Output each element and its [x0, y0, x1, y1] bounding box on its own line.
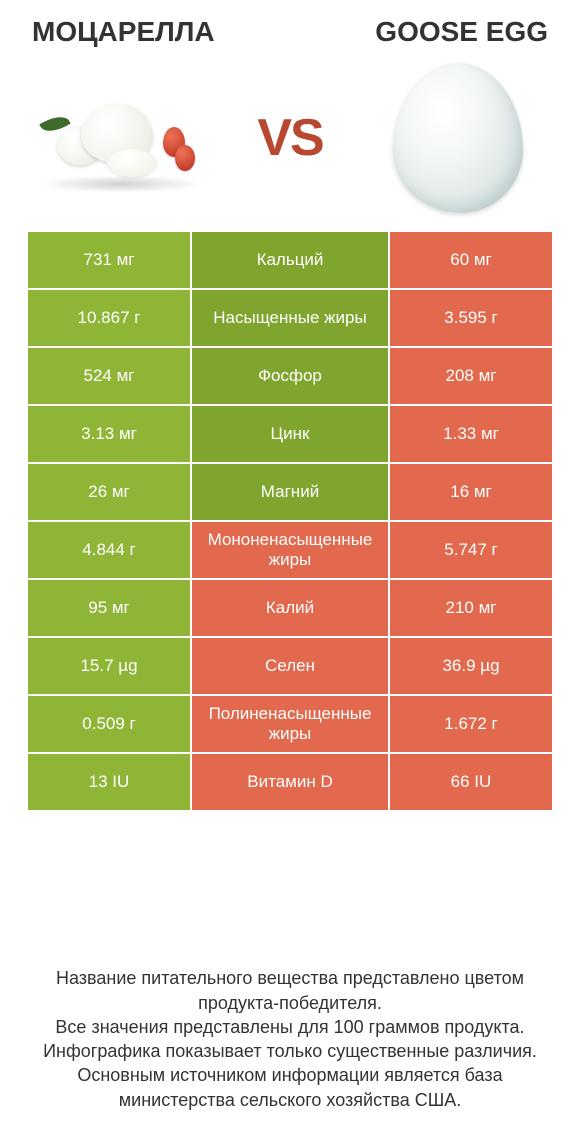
value-right: 3.595 г	[390, 290, 552, 346]
value-left: 95 мг	[28, 580, 190, 636]
value-right: 16 мг	[390, 464, 552, 520]
goose-egg-image	[368, 68, 548, 208]
images-row: VS	[0, 56, 580, 232]
value-left: 4.844 г	[28, 522, 190, 578]
nutrient-label: Калий	[192, 580, 388, 636]
title-right: GOOSE EGG	[375, 16, 548, 48]
nutrient-label: Насыщенные жиры	[192, 290, 388, 346]
footer-line-3: Инфографика показывает только существенн…	[28, 1039, 552, 1063]
nutrient-label: Фосфор	[192, 348, 388, 404]
value-left: 10.867 г	[28, 290, 190, 346]
footer-line-1: Название питательного вещества представл…	[28, 966, 552, 1015]
value-right: 5.747 г	[390, 522, 552, 578]
egg-icon	[393, 63, 523, 213]
nutrient-label: Магний	[192, 464, 388, 520]
value-right: 1.33 мг	[390, 406, 552, 462]
table-row: 95 мгКалий210 мг	[28, 580, 552, 636]
footer-note: Название питательного вещества представл…	[0, 966, 580, 1144]
value-right: 208 мг	[390, 348, 552, 404]
table-row: 731 мгКальций60 мг	[28, 232, 552, 288]
table-row: 13 IUВитамин D66 IU	[28, 754, 552, 810]
table-row: 15.7 µgСелен36.9 µg	[28, 638, 552, 694]
mozzarella-icon	[37, 83, 207, 193]
value-left: 15.7 µg	[28, 638, 190, 694]
value-right: 60 мг	[390, 232, 552, 288]
value-left: 13 IU	[28, 754, 190, 810]
nutrient-label: Кальций	[192, 232, 388, 288]
table-row: 524 мгФосфор208 мг	[28, 348, 552, 404]
value-left: 3.13 мг	[28, 406, 190, 462]
table-row: 3.13 мгЦинк1.33 мг	[28, 406, 552, 462]
value-right: 1.672 г	[390, 696, 552, 752]
comparison-table: 731 мгКальций60 мг10.867 гНасыщенные жир…	[28, 232, 552, 812]
nutrient-label: Селен	[192, 638, 388, 694]
mozzarella-image	[32, 68, 212, 208]
table-row: 4.844 гМононенасыщенные жиры5.747 г	[28, 522, 552, 578]
value-right: 210 мг	[390, 580, 552, 636]
vs-label: VS	[257, 108, 322, 168]
value-left: 524 мг	[28, 348, 190, 404]
footer-line-2: Все значения представлены для 100 граммо…	[28, 1015, 552, 1039]
footer-line-4: Основным источником информации является …	[28, 1063, 552, 1112]
value-right: 66 IU	[390, 754, 552, 810]
value-left: 731 мг	[28, 232, 190, 288]
nutrient-label: Полиненасыщенные жиры	[192, 696, 388, 752]
table-row: 26 мгМагний16 мг	[28, 464, 552, 520]
table-row: 0.509 гПолиненасыщенные жиры1.672 г	[28, 696, 552, 752]
value-right: 36.9 µg	[390, 638, 552, 694]
nutrient-label: Мононенасыщенные жиры	[192, 522, 388, 578]
nutrient-label: Цинк	[192, 406, 388, 462]
header: МОЦАРЕЛЛА GOOSE EGG	[0, 0, 580, 56]
value-left: 26 мг	[28, 464, 190, 520]
title-left: МОЦАРЕЛЛА	[32, 16, 215, 48]
value-left: 0.509 г	[28, 696, 190, 752]
nutrient-label: Витамин D	[192, 754, 388, 810]
table-row: 10.867 гНасыщенные жиры3.595 г	[28, 290, 552, 346]
